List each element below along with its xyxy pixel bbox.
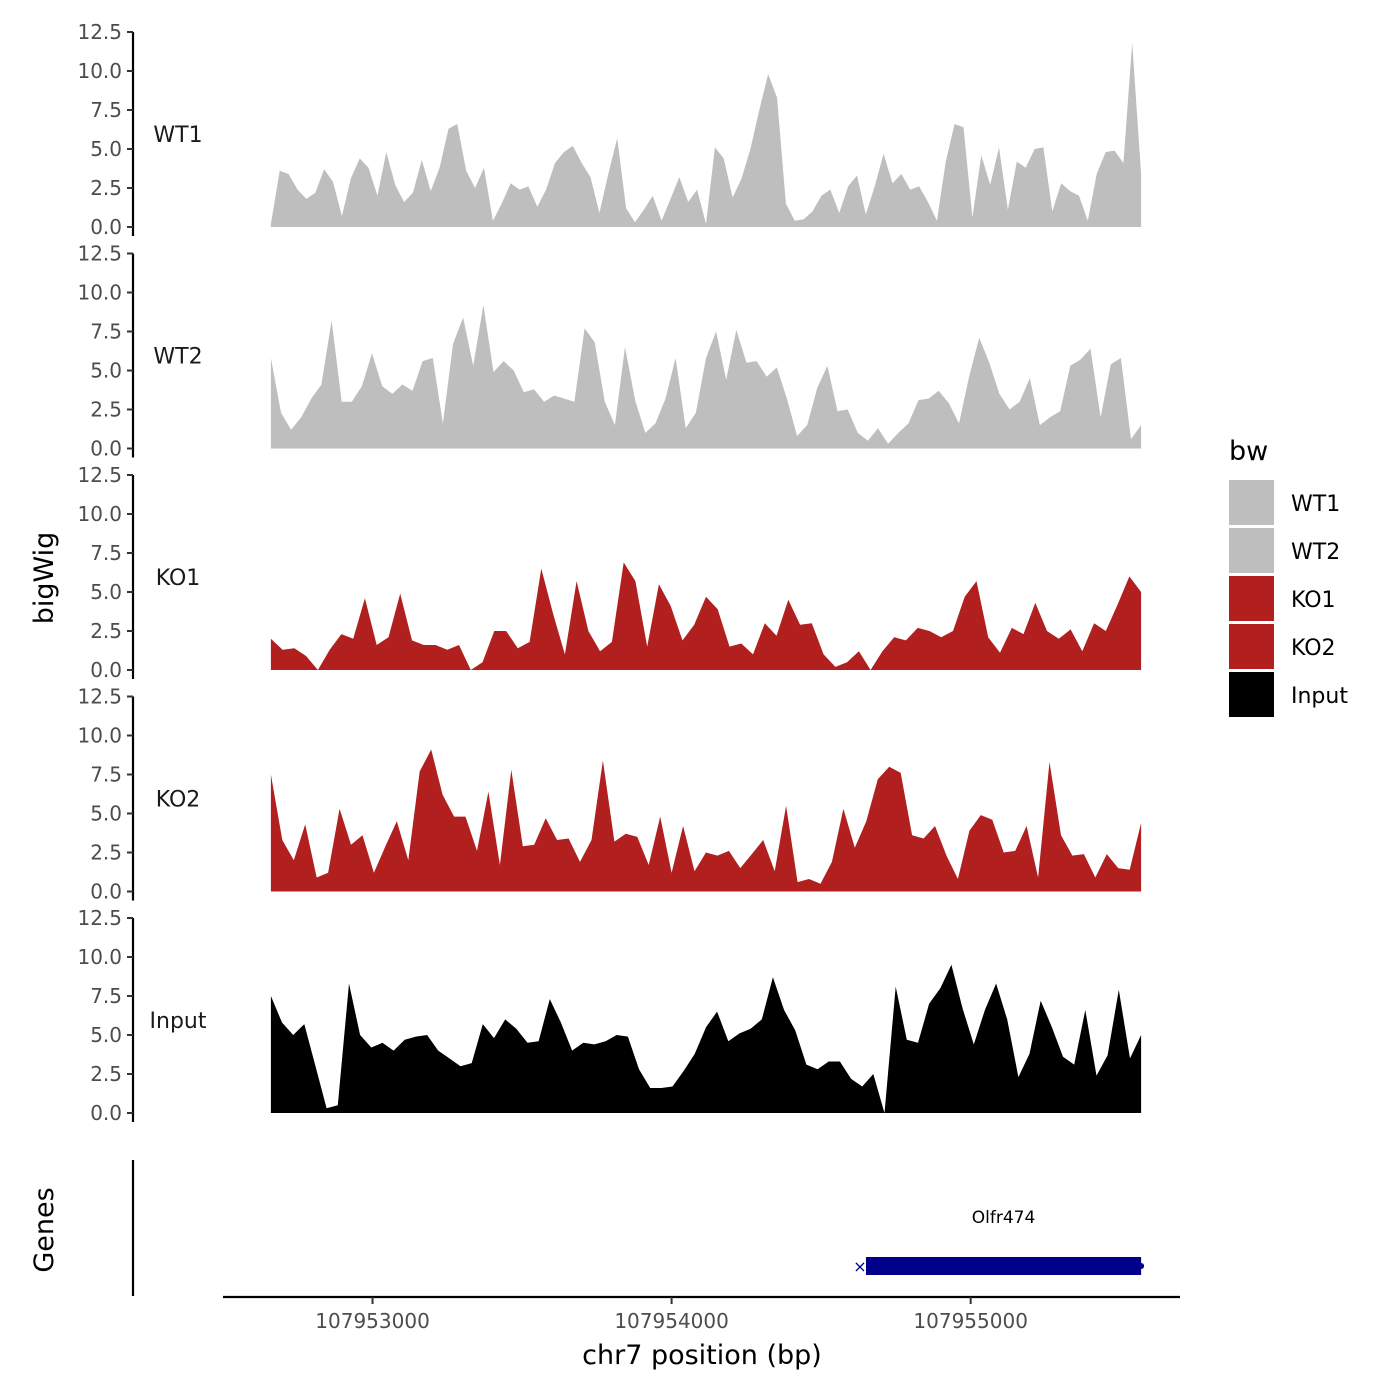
area-ko2 bbox=[270, 749, 1142, 892]
y-axis-title: bigWig bbox=[29, 532, 60, 625]
gene-end-mark bbox=[1138, 1263, 1145, 1269]
track-wt1: 0.0 2.5 5.0 7.5 10.0 12.5 WT1 bbox=[77, 20, 1142, 239]
genes-track-title: Genes bbox=[29, 1187, 60, 1272]
y-tick-label: 2.5 bbox=[90, 619, 122, 643]
legend-label-wt2: WT2 bbox=[1291, 540, 1340, 565]
x-axis-title: chr7 position (bp) bbox=[582, 1340, 822, 1371]
legend-swatch-wt1 bbox=[1229, 480, 1274, 525]
y-tick-label: 0.0 bbox=[90, 215, 122, 239]
legend-label-ko1: KO1 bbox=[1291, 588, 1336, 613]
area-wt2 bbox=[270, 305, 1142, 449]
legend-title: bw bbox=[1229, 436, 1268, 467]
y-tick-label: 2.5 bbox=[90, 176, 122, 200]
legend-swatch-ko1 bbox=[1229, 576, 1274, 621]
y-tick-label: 10.0 bbox=[77, 281, 122, 305]
y-tick-label: 5.0 bbox=[90, 802, 122, 826]
y-tick-label: 12.5 bbox=[77, 463, 122, 487]
y-tick-label: 12.5 bbox=[77, 685, 122, 709]
y-tick-label: 10.0 bbox=[77, 945, 122, 969]
track-label-ko1: KO1 bbox=[156, 566, 201, 591]
y-tick-label: 0.0 bbox=[90, 880, 122, 904]
y-tick-label: 10.0 bbox=[77, 724, 122, 748]
y-tick-label: 5.0 bbox=[90, 580, 122, 604]
legend-swatch-input bbox=[1229, 672, 1274, 717]
gene-strand-mark: × bbox=[853, 1257, 866, 1276]
track-ko1: 0.0 2.5 5.0 7.5 10.0 12.5 KO1 bbox=[77, 463, 1142, 682]
x-tick-label: 107953000 bbox=[315, 1309, 430, 1333]
y-tick-label: 0.0 bbox=[90, 1101, 122, 1125]
x-tick-label: 107955000 bbox=[913, 1309, 1028, 1333]
y-tick-label: 5.0 bbox=[90, 1023, 122, 1047]
y-tick-label: 7.5 bbox=[90, 984, 122, 1008]
track-input: 0.0 2.5 5.0 7.5 10.0 12.5 Input bbox=[77, 906, 1142, 1125]
track-wt2: 0.0 2.5 5.0 7.5 10.0 12.5 WT2 bbox=[77, 242, 1142, 461]
legend-label-ko2: KO2 bbox=[1291, 636, 1336, 661]
track-label-wt1: WT1 bbox=[153, 123, 202, 148]
track-ko2: 0.0 2.5 5.0 7.5 10.0 12.5 KO2 bbox=[77, 685, 1142, 904]
area-wt1 bbox=[270, 42, 1142, 228]
track-label-input: Input bbox=[150, 1009, 207, 1034]
y-tick-label: 12.5 bbox=[77, 906, 122, 930]
x-tick-label: 107954000 bbox=[614, 1309, 729, 1333]
track-label-ko2: KO2 bbox=[156, 788, 201, 813]
y-tick-label: 10.0 bbox=[77, 502, 122, 526]
legend-label-input: Input bbox=[1291, 684, 1348, 709]
legend-swatch-wt2 bbox=[1229, 528, 1274, 573]
y-tick-label: 2.5 bbox=[90, 841, 122, 865]
y-tick-label: 5.0 bbox=[90, 359, 122, 383]
y-tick-label: 7.5 bbox=[90, 763, 122, 787]
track-label-wt2: WT2 bbox=[153, 345, 202, 370]
y-tick-label: 0.0 bbox=[90, 658, 122, 682]
area-ko1 bbox=[270, 562, 1142, 670]
gene-body-olfr474 bbox=[865, 1257, 1142, 1275]
gene-label-olfr474: Olfr474 bbox=[972, 1208, 1036, 1228]
y-tick-label: 2.5 bbox=[90, 398, 122, 422]
y-tick-label: 7.5 bbox=[90, 98, 122, 122]
y-tick-label: 10.0 bbox=[77, 59, 122, 83]
y-tick-label: 7.5 bbox=[90, 541, 122, 565]
legend-swatch-ko2 bbox=[1229, 624, 1274, 669]
y-tick-label: 7.5 bbox=[90, 320, 122, 344]
area-input bbox=[270, 964, 1142, 1113]
y-tick-label: 5.0 bbox=[90, 137, 122, 161]
y-tick-label: 2.5 bbox=[90, 1062, 122, 1086]
y-tick-label: 12.5 bbox=[77, 20, 122, 44]
legend-label-wt1: WT1 bbox=[1291, 492, 1340, 517]
y-tick-label: 12.5 bbox=[77, 242, 122, 266]
y-tick-label: 0.0 bbox=[90, 437, 122, 461]
